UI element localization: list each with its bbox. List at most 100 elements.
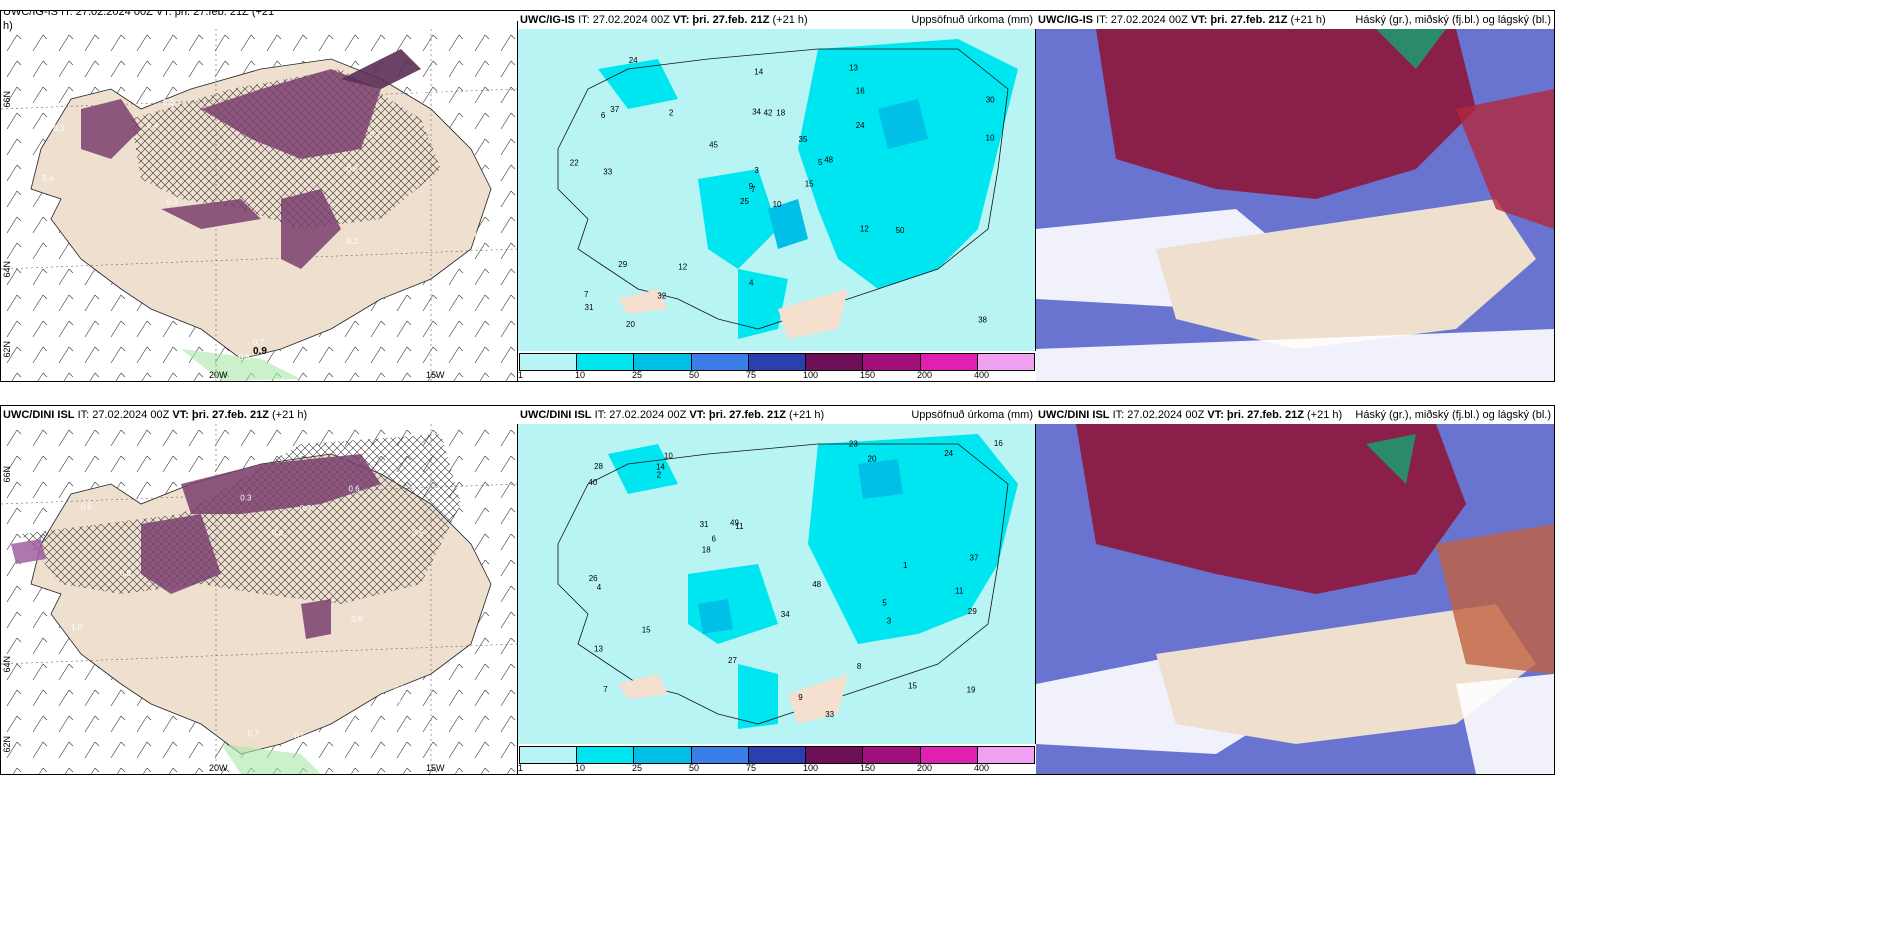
precip-value-label: 6 xyxy=(712,534,717,543)
model-name: UWC/IG-IS xyxy=(520,14,575,26)
lat-label-66n: 66N xyxy=(2,91,12,108)
cbar-tick: 25 xyxy=(632,370,643,380)
iceland-coast xyxy=(557,443,1009,725)
cloud-map-top xyxy=(1036,29,1554,381)
snow-depth-label: 0.7 xyxy=(253,338,265,347)
precip-value-label: 15 xyxy=(805,179,814,188)
snow-depth-label: 1.0 xyxy=(71,623,83,632)
init-time: IT: 27.02.2024 00Z xyxy=(594,409,687,421)
precip-map-svg: 5117101115132031334026281927373448491516… xyxy=(518,424,1036,744)
precip-value-label: 9 xyxy=(749,182,754,191)
precip-value-label: 11 xyxy=(955,587,964,596)
precip-value-label: 15 xyxy=(908,682,917,691)
precip-value-label: 23 xyxy=(849,440,858,449)
precip-value-label: 24 xyxy=(944,449,953,458)
lat-label-62n: 62N xyxy=(2,341,12,358)
lat-label-62n: 62N xyxy=(2,736,12,753)
panel-cloud-igis: UWC/IG-IS IT: 27.02.2024 00Z VT: þri. 27… xyxy=(1035,10,1555,382)
valid-time: VT: þri. 27.feb. 21Z xyxy=(1190,14,1288,26)
init-time: IT: 27.02.2024 00Z xyxy=(77,409,170,421)
panel-variable: Uppsöfnuð úrkoma (mm) xyxy=(911,409,1033,421)
precip-value-label: 10 xyxy=(664,452,673,461)
init-time: IT: 27.02.2024 00Z xyxy=(578,14,670,26)
precip-value-label: 38 xyxy=(978,316,987,325)
iceland-coast xyxy=(557,48,1009,330)
snow-depth-label: 0.4 xyxy=(147,121,159,130)
precip-value-label: 34 xyxy=(752,108,761,117)
snow-depth-label: 0.5 xyxy=(412,528,424,537)
snow-map-bottom: 0.3 0.6 0.8 0.5 0.7 0.3 0.5 0.6 0.8 1.0 0.5 0.3 0.6 0… xyxy=(1,424,518,774)
precip-value-label: 37 xyxy=(970,554,979,563)
snow-depth-label: 0.8 xyxy=(52,484,64,493)
model-name: UWC/IG-IS xyxy=(1038,14,1093,26)
init-time: IT: 27.02.2024 00Z xyxy=(1096,14,1188,26)
snow-depth-label: 0.8 xyxy=(239,353,251,362)
panel-snow-igis: UWC/IG-IS IT: 27.02.2024 00Z VT: þri. 27… xyxy=(0,10,519,382)
snow-map-svg: 0.3 0.6 0.8 0.5 0.7 0.3 0.5 0.6 0.8 1.0 0.5 0.3 0.6 0… xyxy=(1,424,518,774)
init-time: IT: 27.02.2024 00Z xyxy=(1112,409,1205,421)
snow-depth-label: 0.2 xyxy=(347,237,359,246)
snow-depth-label: 0.3 xyxy=(300,504,312,513)
lat-label-64n: 64N xyxy=(2,261,12,278)
panel-title: UWC/IG-IS IT: 27.02.2024 00Z VT: þri. 27… xyxy=(1036,11,1554,29)
precip-value-label: 32 xyxy=(657,291,666,300)
precip-value-label: 35 xyxy=(799,135,808,144)
precip-value-label: 18 xyxy=(702,545,711,554)
colorbar-swatches xyxy=(519,353,1035,371)
cbar-tick: 400 xyxy=(974,370,990,380)
cbar-tick: 1 xyxy=(518,370,524,380)
precip-value-label: 19 xyxy=(967,685,976,694)
precip-value-label: 10 xyxy=(773,200,782,209)
panel-title-text: UWC/IG-IS IT: 27.02.2024 00Z VT: þri. 27… xyxy=(3,10,275,18)
panel-title-cut: UWC/IG-IS IT: 27.02.2024 00Z VT: þri. 27… xyxy=(1,10,518,21)
panel-title: UWC/DINI ISL IT: 27.02.2024 00Z VT: þri.… xyxy=(1,406,518,424)
cbar-tick: 10 xyxy=(575,763,586,773)
panel-title-cont: h) xyxy=(3,20,13,32)
precip-value-label: 27 xyxy=(728,656,737,665)
precip-value-label: 2 xyxy=(669,109,674,118)
model-name: UWC/DINI ISL xyxy=(520,409,592,421)
snow-max-label: 0.9 xyxy=(253,346,267,357)
snow-map-top: 0.3 0.4 0.6 0.7 0.5 0.8 0.2 0.3 0.4 0.5 0.6 0.3 0.7 0… xyxy=(1,29,518,381)
cbar-tick: 1 xyxy=(518,763,524,773)
precip-value-label: 29 xyxy=(968,607,977,616)
panel-precip-dini: UWC/DINI ISL IT: 27.02.2024 00Z VT: þri.… xyxy=(517,405,1037,775)
panel-snow-dini: UWC/DINI ISL IT: 27.02.2024 00Z VT: þri.… xyxy=(0,405,519,775)
cloud-map-svg xyxy=(1036,424,1554,774)
precip-value-label: 26 xyxy=(589,574,598,583)
valid-time: VT: þri. 27.feb. 21Z xyxy=(1207,409,1304,421)
lead-time: (+21 h) xyxy=(772,14,808,26)
precip-value-label: 13 xyxy=(594,644,603,653)
panel-variable: Háský (gr.), miðský (fj.bl.) og lágský (… xyxy=(1355,14,1551,26)
panel-title: UWC/DINI ISL IT: 27.02.2024 00Z VT: þri.… xyxy=(1036,406,1554,424)
precip-value-label: 13 xyxy=(849,64,858,73)
precip-value-label: 49 xyxy=(730,518,739,527)
precip-value-label: 3 xyxy=(754,166,759,175)
precip-value-label: 48 xyxy=(824,155,833,164)
precip-value-label: 5 xyxy=(818,158,823,167)
precip-map-bottom: 5 11 7 10 11 15 13 20 31 33 40 26 28 19 27 37 34 48 49 15 16… xyxy=(518,424,1036,744)
precip-value-label: 10 xyxy=(986,134,995,143)
snow-depth-label: 0.6 xyxy=(396,696,408,705)
precip-value-label: 6 xyxy=(601,111,606,120)
precip-value-label: 2 xyxy=(657,470,662,479)
precip-value-label: 9 xyxy=(798,693,803,702)
precip-value-label: 16 xyxy=(994,439,1003,448)
precip-value-label: 24 xyxy=(629,56,638,65)
snow-depth-label: 0.5 xyxy=(146,333,158,342)
colorbar-swatches xyxy=(519,746,1035,764)
lat-label-64n: 64N xyxy=(2,656,12,673)
cbar-tick: 10 xyxy=(575,370,586,380)
snow-depth-label: 0.3 xyxy=(167,198,179,207)
precip-value-label: 24 xyxy=(856,121,865,130)
precip-value-label: 12 xyxy=(678,262,687,271)
snow-depth-label: 0.5 xyxy=(295,732,307,741)
precip-value-label: 4 xyxy=(749,278,754,287)
precip-value-label: 42 xyxy=(764,109,773,118)
snow-depth-label: 0.3 xyxy=(163,98,175,107)
precip-value-label: 4 xyxy=(597,583,602,592)
lead-time: (+21 h) xyxy=(1307,409,1343,421)
precip-value-label: 12 xyxy=(860,224,869,233)
lon-label-15w: 15W xyxy=(426,763,445,773)
panel-title: UWC/IG-IS IT: 27.02.2024 00Z VT: þri. 27… xyxy=(518,11,1036,29)
